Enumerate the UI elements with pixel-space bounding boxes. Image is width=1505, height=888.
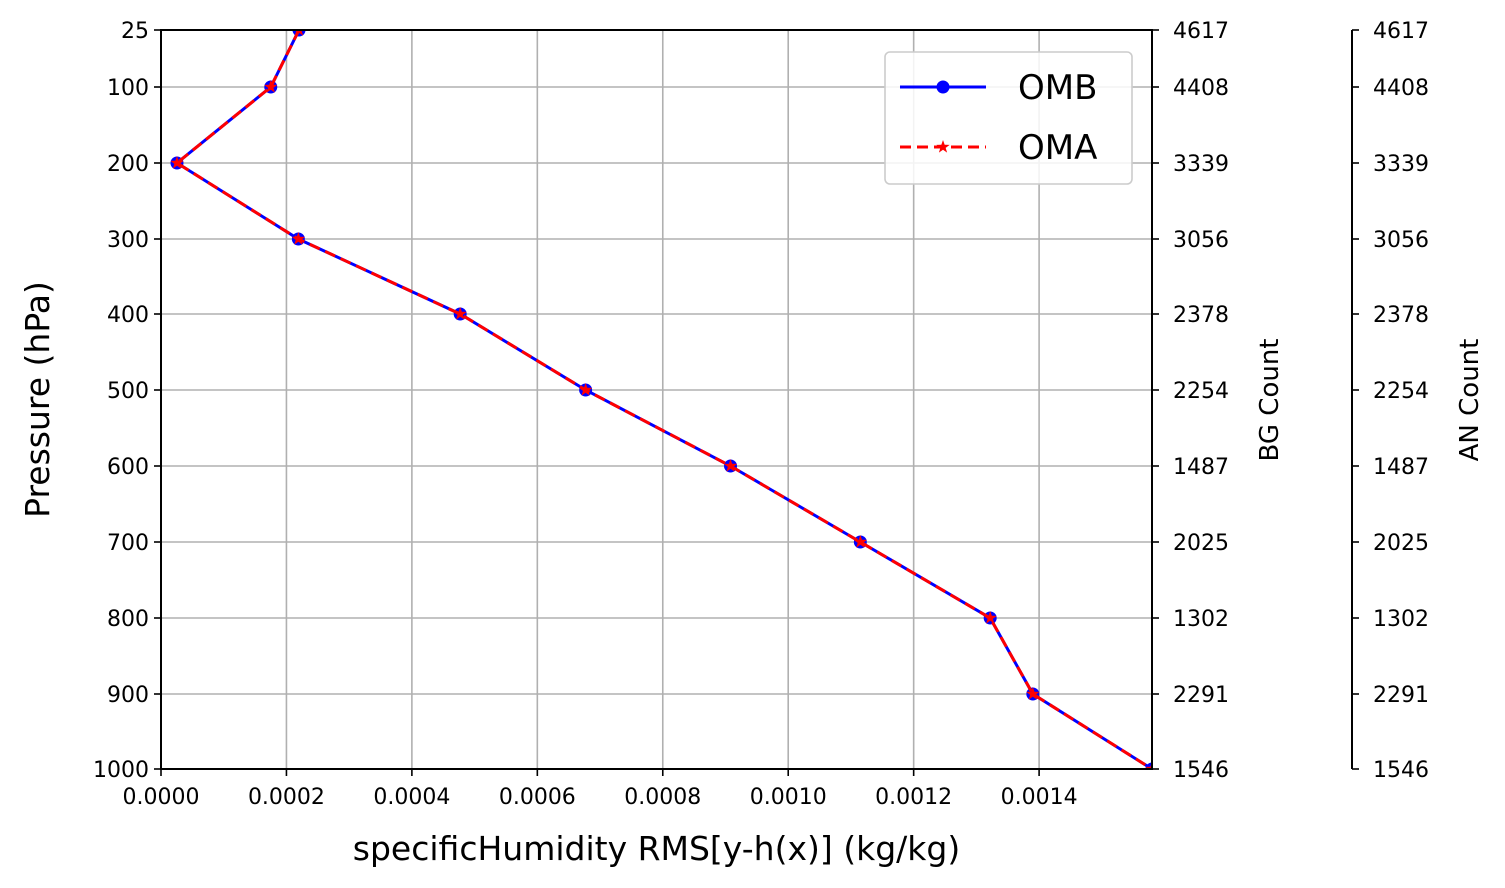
x-tick-label: 0.0010 <box>750 785 827 810</box>
y-tick-label: 300 <box>107 228 149 253</box>
plot-frame <box>160 29 1153 770</box>
legend-label-omb: OMB <box>1018 68 1097 108</box>
an-count-tick-label: 1302 <box>1373 607 1429 632</box>
y-tick-label: 700 <box>107 531 149 556</box>
bg-count-tick-label: 4617 <box>1173 19 1229 44</box>
x-axis-title: specificHumidity RMS[y-h(x)] (kg/kg) <box>353 829 960 868</box>
x-tick-label: 0.0012 <box>875 785 952 810</box>
y-tick-label: 100 <box>107 76 149 101</box>
point-oma <box>983 611 997 624</box>
legend: OMB OMA <box>884 51 1133 185</box>
y-tick-label: 1000 <box>93 758 149 783</box>
an-count-tick-label: 1487 <box>1373 455 1429 480</box>
point-oma <box>170 156 184 169</box>
an-count-tick-label: 2254 <box>1373 379 1429 404</box>
x-tick-label: 0.0000 <box>123 785 200 810</box>
bg-count-tick-label: 2378 <box>1173 303 1229 328</box>
bg-count-tick-label: 1546 <box>1173 758 1229 783</box>
bg-count-tick-label: 1302 <box>1173 607 1229 632</box>
bg-count-tick-label: 4408 <box>1173 76 1229 101</box>
y-tick-label: 200 <box>107 152 149 177</box>
axes: 0.0000 0.0002 0.0004 0.0006 0.0008 0.0010 0.00… <box>18 19 1485 868</box>
an-count-tick-label: 4617 <box>1373 19 1429 44</box>
an-count-tick-label: 2378 <box>1373 303 1429 328</box>
x-tick-label: 0.0008 <box>624 785 701 810</box>
y-tick-label: 25 <box>121 19 149 44</box>
point-oma <box>291 232 306 245</box>
bg-count-tick-label: 3339 <box>1173 152 1229 177</box>
y-tick-label: 900 <box>107 683 149 708</box>
point-oma <box>1026 687 1040 700</box>
legend-marker-oma <box>936 140 950 153</box>
an-count-tick-label: 2291 <box>1373 683 1429 708</box>
bg-count-tick-label: 3056 <box>1173 228 1229 253</box>
point-oma <box>453 307 467 320</box>
y-tick-label: 500 <box>107 379 149 404</box>
an-count-tick-label: 1546 <box>1373 758 1429 783</box>
x-tick-label: 0.0006 <box>499 785 576 810</box>
point-oma <box>294 30 304 36</box>
y-tick-label: 400 <box>107 303 149 328</box>
x-tick-label: 0.0014 <box>1001 785 1078 810</box>
x-tick-label: 0.0002 <box>248 785 325 810</box>
point-oma <box>853 535 867 548</box>
y-axis-title: Pressure (hPa) <box>18 281 57 518</box>
point-oma <box>1145 762 1152 769</box>
bg-count-title: BG Count <box>1255 338 1285 461</box>
an-count-tick-label: 4408 <box>1373 76 1429 101</box>
series-lines <box>170 30 1152 769</box>
point-oma <box>723 459 738 472</box>
bg-count-tick-label: 2254 <box>1173 379 1229 404</box>
bg-count-tick-label: 2291 <box>1173 683 1229 708</box>
x-tick-label: 0.0004 <box>373 785 450 810</box>
bg-count-tick-label: 2025 <box>1173 531 1229 556</box>
an-count-tick-label: 3056 <box>1373 228 1429 253</box>
an-count-tick-label: 3339 <box>1373 152 1429 177</box>
point-oma <box>578 383 593 396</box>
y-tick-label: 600 <box>107 455 149 480</box>
point-oma <box>264 80 278 93</box>
y-tick-label: 800 <box>107 607 149 632</box>
an-count-title: AN Count <box>1455 339 1485 462</box>
bg-count-tick-label: 1487 <box>1173 455 1229 480</box>
legend-label-oma: OMA <box>1018 128 1097 168</box>
legend-marker-omb <box>936 80 950 94</box>
an-count-tick-label: 2025 <box>1373 531 1429 556</box>
grid <box>160 29 1152 770</box>
